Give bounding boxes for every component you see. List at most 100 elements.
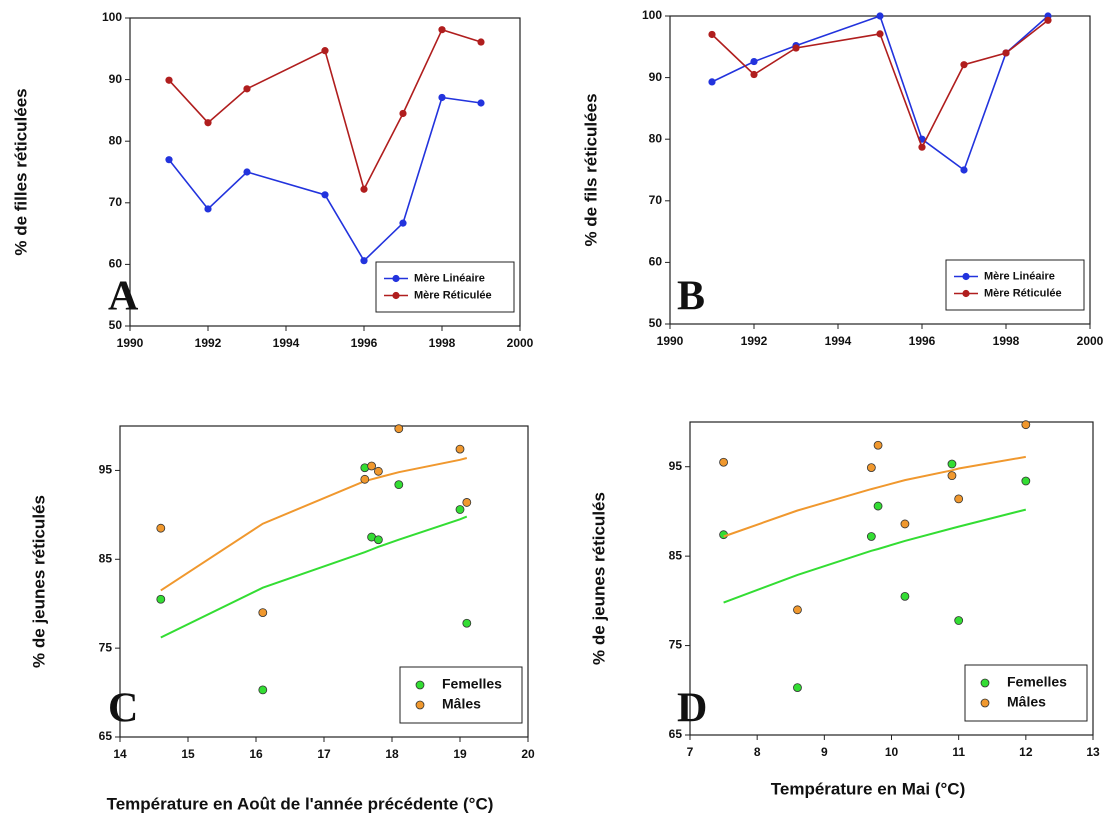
point bbox=[399, 219, 407, 227]
legend-label: Mâles bbox=[442, 696, 481, 712]
legend-marker bbox=[980, 698, 990, 708]
point bbox=[373, 535, 383, 545]
legend-marker bbox=[392, 291, 400, 300]
fit-line bbox=[160, 515, 468, 639]
point bbox=[900, 519, 910, 529]
series-line bbox=[711, 14, 1049, 172]
point bbox=[947, 459, 957, 469]
series-line bbox=[711, 19, 1049, 150]
point bbox=[156, 594, 166, 604]
point bbox=[873, 440, 883, 450]
point bbox=[321, 47, 329, 55]
x-tick-label: 11 bbox=[952, 745, 965, 759]
y-tick-label: 70 bbox=[109, 195, 123, 209]
point bbox=[719, 457, 728, 467]
y-axis-title: % de jeunes réticulés bbox=[29, 495, 48, 668]
plot-frame bbox=[129, 17, 521, 327]
legend-label: Mère Linéaire bbox=[414, 272, 485, 284]
point bbox=[204, 205, 212, 213]
point bbox=[373, 466, 383, 476]
point bbox=[866, 463, 876, 473]
x-tick-label: 1996 bbox=[909, 334, 936, 348]
point bbox=[750, 70, 758, 79]
series-line bbox=[168, 28, 482, 192]
x-tick-label: 1994 bbox=[273, 336, 300, 350]
fit-line bbox=[723, 455, 1026, 538]
fit-line bbox=[160, 457, 468, 592]
y-tick-label: 60 bbox=[109, 257, 123, 271]
point bbox=[947, 471, 957, 481]
legend-marker bbox=[962, 289, 970, 298]
point bbox=[1002, 49, 1010, 57]
x-tick-label: 16 bbox=[249, 747, 263, 761]
legend-marker bbox=[392, 274, 400, 283]
y-axis-title: % de jeunes réticulés bbox=[589, 492, 608, 665]
point bbox=[321, 191, 329, 199]
fit-line bbox=[723, 508, 1027, 604]
point bbox=[360, 474, 370, 484]
y-tick-label: 80 bbox=[109, 133, 123, 147]
point bbox=[793, 605, 802, 615]
x-tick-label: 8 bbox=[754, 745, 761, 759]
point bbox=[1021, 420, 1031, 430]
x-tick-label: 9 bbox=[821, 745, 828, 759]
y-tick-label: 65 bbox=[99, 729, 113, 743]
point bbox=[866, 532, 876, 541]
point bbox=[399, 109, 407, 118]
legend-label: Femelles bbox=[1007, 674, 1067, 690]
point bbox=[873, 501, 883, 511]
x-tick-label: 1992 bbox=[195, 336, 222, 350]
point bbox=[156, 523, 166, 533]
y-axis-title: % de filles réticulées bbox=[11, 88, 30, 255]
x-tick-label: 1992 bbox=[741, 334, 768, 348]
x-tick-label: 20 bbox=[521, 747, 535, 761]
point bbox=[258, 608, 268, 617]
point bbox=[243, 168, 251, 176]
series-line bbox=[168, 96, 482, 262]
y-tick-label: 100 bbox=[102, 10, 122, 24]
point bbox=[793, 683, 802, 693]
panel-letter: B bbox=[677, 274, 705, 320]
panel-letter: D bbox=[677, 686, 707, 732]
legend-box bbox=[399, 666, 523, 724]
point bbox=[1021, 476, 1031, 486]
point bbox=[360, 185, 368, 193]
y-tick-label: 70 bbox=[649, 193, 663, 207]
point bbox=[477, 38, 485, 46]
point bbox=[204, 119, 212, 127]
panel-letter: C bbox=[108, 686, 138, 732]
point bbox=[954, 494, 964, 504]
point bbox=[455, 444, 465, 454]
legend-label: Mère Réticulée bbox=[984, 287, 1062, 299]
legend-marker bbox=[415, 680, 425, 690]
point bbox=[243, 85, 251, 93]
point bbox=[477, 99, 485, 107]
y-tick-label: 50 bbox=[649, 316, 663, 330]
point bbox=[258, 685, 268, 695]
y-tick-label: 75 bbox=[99, 640, 113, 654]
legend-label: Mère Réticulée bbox=[414, 289, 492, 301]
legend-box bbox=[945, 259, 1085, 311]
x-tick-label: 1996 bbox=[351, 336, 378, 350]
point bbox=[1044, 16, 1052, 24]
y-axis-title: % de fils réticulées bbox=[581, 93, 600, 246]
point bbox=[394, 480, 404, 490]
x-tick-label: 17 bbox=[317, 747, 331, 761]
x-tick-label: 1990 bbox=[657, 334, 684, 348]
point bbox=[394, 424, 404, 434]
x-tick-label: 18 bbox=[385, 747, 399, 761]
point bbox=[960, 61, 968, 69]
point bbox=[918, 143, 926, 151]
point bbox=[792, 44, 800, 52]
legend-marker bbox=[415, 700, 425, 710]
legend-box bbox=[375, 261, 515, 313]
point bbox=[960, 166, 968, 174]
point bbox=[876, 30, 884, 38]
point bbox=[438, 26, 446, 34]
legend-marker bbox=[962, 272, 970, 281]
x-tick-label: 7 bbox=[687, 745, 694, 759]
y-tick-label: 75 bbox=[669, 638, 683, 652]
point bbox=[165, 156, 173, 164]
point bbox=[708, 78, 716, 86]
